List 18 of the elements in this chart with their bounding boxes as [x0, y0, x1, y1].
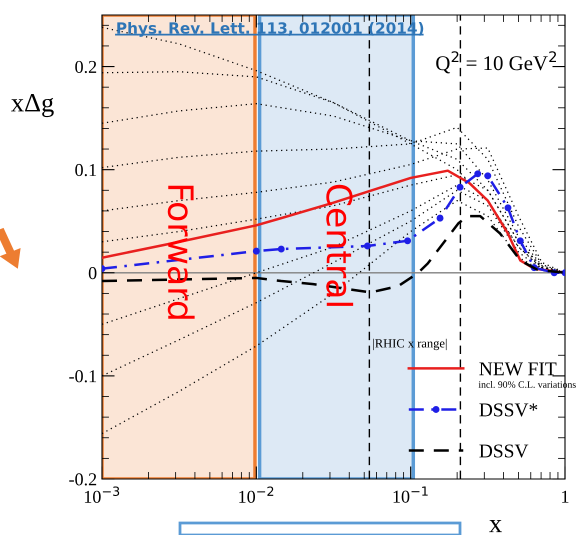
y-tick-label: 0 [88, 267, 96, 280]
legend-label: DSSV* [479, 403, 538, 417]
x-tick-label: 10$^{−1}$ [394, 486, 428, 503]
x-tick-label: 10$^{−2}$ [239, 486, 274, 503]
band-label: Forward [168, 186, 195, 319]
band-label: Central [326, 184, 354, 306]
x-tick-label: 1 [562, 490, 568, 503]
legend-label: DSSV [479, 444, 528, 458]
y-tick-label: -0.1 [69, 370, 96, 382]
x-tick-label: 10$^{−3}$ [84, 486, 120, 503]
annotation: Q$^{2}$ = 10 GeV$^{2}$ [436, 51, 556, 74]
y-tick-label: -0.2 [69, 473, 96, 486]
legend-label: NEW FIT [479, 362, 556, 376]
x-axis-title: x [489, 520, 502, 532]
annotation: |RHIC x range| [373, 338, 447, 350]
y-tick-label: 0.2 [75, 60, 96, 74]
y-tick-label: 0.1 [75, 164, 96, 176]
y-axis-title: xΔg [11, 94, 54, 118]
